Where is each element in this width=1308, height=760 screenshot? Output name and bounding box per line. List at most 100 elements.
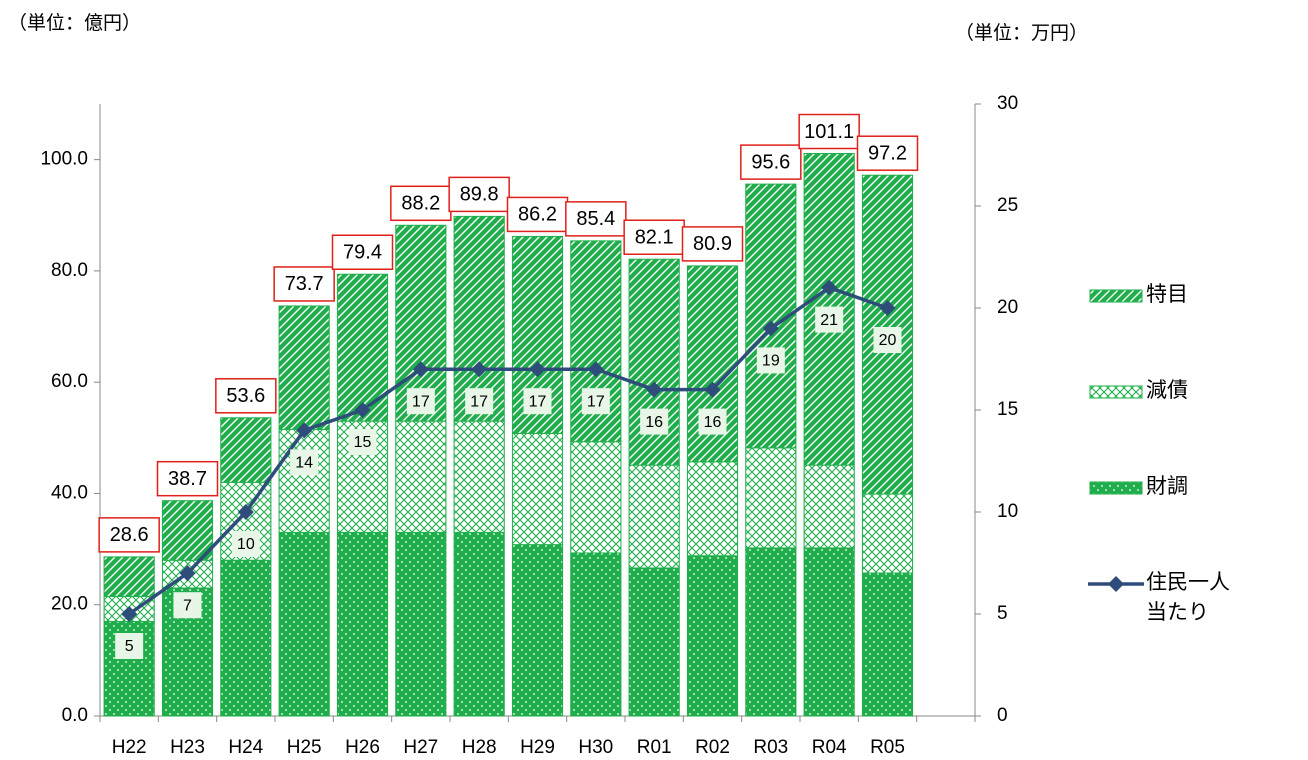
x-tick-label: H23 <box>170 737 205 758</box>
bar-segment <box>686 461 739 557</box>
total-label: 101.1 <box>804 121 854 143</box>
bar-segment <box>570 441 622 554</box>
y-tick-label: 80.0 <box>51 260 88 281</box>
x-tick-label: H26 <box>345 737 380 758</box>
total-label: 38.7 <box>168 468 207 490</box>
line-label: 17 <box>412 393 430 410</box>
line <box>128 285 889 616</box>
x-tick-label: H29 <box>520 737 555 758</box>
y-tick-label: 0.0 <box>62 705 88 726</box>
total-label: 86.2 <box>518 204 557 226</box>
total-label: 88.2 <box>401 193 440 215</box>
bar-segment <box>103 556 155 597</box>
total-label-box <box>448 176 510 213</box>
line-label: 16 <box>645 414 663 431</box>
y2-tick-label: 15 <box>997 399 1018 420</box>
line-label: 5 <box>125 638 134 655</box>
line-label-box <box>873 327 902 353</box>
line-marker <box>121 606 138 622</box>
unit-right: （単位：万円） <box>955 22 1088 44</box>
bar-segment <box>453 531 505 717</box>
total-label-box <box>506 196 569 233</box>
x-tick-label: H22 <box>112 737 147 758</box>
total-label: 28.6 <box>110 524 149 546</box>
line-marker <box>296 422 313 439</box>
line-marker <box>354 402 371 418</box>
legend: 特目 減債 財調 住民一人当たり <box>1088 280 1298 664</box>
line-label-box <box>173 592 202 619</box>
total-label-box <box>331 234 394 270</box>
line-label-box <box>115 633 144 659</box>
total-label-box <box>98 517 160 553</box>
line-label: 7 <box>183 597 192 614</box>
total-label: 73.7 <box>285 273 324 295</box>
line-label-box <box>465 388 494 415</box>
legend-patch <box>1089 385 1143 399</box>
x-tick-label: R01 <box>637 737 672 758</box>
bar-segment <box>395 420 447 533</box>
bar-segment <box>278 305 330 430</box>
bar-segment <box>861 493 914 574</box>
x-tick-label: H28 <box>462 737 497 758</box>
legend-item: 減債 <box>1088 376 1298 472</box>
line-label: 15 <box>354 434 372 451</box>
x-tick-label: R02 <box>695 737 730 758</box>
total-label: 97.2 <box>868 142 907 164</box>
line-label: 16 <box>704 414 722 431</box>
total-label: 53.6 <box>226 385 265 407</box>
bar-segment <box>686 555 739 717</box>
bar-segment <box>803 464 855 549</box>
line-marker <box>529 361 546 378</box>
line-label: 20 <box>879 332 897 349</box>
total-label: 89.8 <box>460 184 499 206</box>
line-label-box <box>231 531 260 557</box>
y-tick-label: 100.0 <box>40 149 88 170</box>
line-marker <box>237 504 254 520</box>
line-marker <box>879 300 896 316</box>
line-label: 19 <box>762 353 780 370</box>
x-tick-label: H25 <box>287 737 322 758</box>
line-label: 17 <box>587 393 605 410</box>
y2-tick-label: 25 <box>997 195 1018 216</box>
total-label-box <box>215 378 277 414</box>
line-marker <box>587 361 604 378</box>
bar-segment <box>220 417 272 483</box>
line-label-box <box>523 388 552 415</box>
bar-segment <box>861 572 914 717</box>
x-tick-label: R05 <box>870 737 905 758</box>
line-label-box <box>348 429 377 455</box>
line-label-box <box>640 408 669 435</box>
legend-swatch <box>1089 481 1143 495</box>
y-tick-label: 60.0 <box>51 371 88 392</box>
line-marker <box>412 361 429 378</box>
total-label: 79.4 <box>343 242 382 264</box>
bar-segment <box>395 531 447 717</box>
legend-label: 住民一人当たり <box>1146 571 1230 624</box>
total-label: 95.6 <box>751 151 790 173</box>
total-label-box <box>740 144 802 180</box>
legend-swatch <box>1089 385 1143 399</box>
x-tick-label: R04 <box>812 737 847 758</box>
line-marker <box>471 361 488 378</box>
y2-tick-label: 20 <box>997 297 1018 318</box>
bar-segment <box>628 567 680 717</box>
bar-segment <box>745 447 797 549</box>
bar-segment <box>570 552 622 717</box>
bar-segment <box>803 547 855 717</box>
total-label-box <box>156 460 219 497</box>
x-tick-label: H27 <box>403 737 438 758</box>
bar-segment <box>453 420 505 533</box>
legend-marker <box>1108 576 1124 592</box>
bar-segment <box>861 174 914 495</box>
total-label-box <box>273 266 335 302</box>
total-label: 82.1 <box>635 227 674 249</box>
bar-segment <box>745 547 797 717</box>
legend-item: 特目 <box>1088 280 1298 376</box>
line-label: 17 <box>529 393 547 410</box>
line-label-box <box>815 306 844 333</box>
line-label-box <box>698 408 727 435</box>
x-tick-label: H30 <box>578 737 613 758</box>
legend-label: 減債 <box>1146 379 1188 402</box>
legend-swatch <box>1088 576 1144 592</box>
line-marker <box>821 279 838 296</box>
